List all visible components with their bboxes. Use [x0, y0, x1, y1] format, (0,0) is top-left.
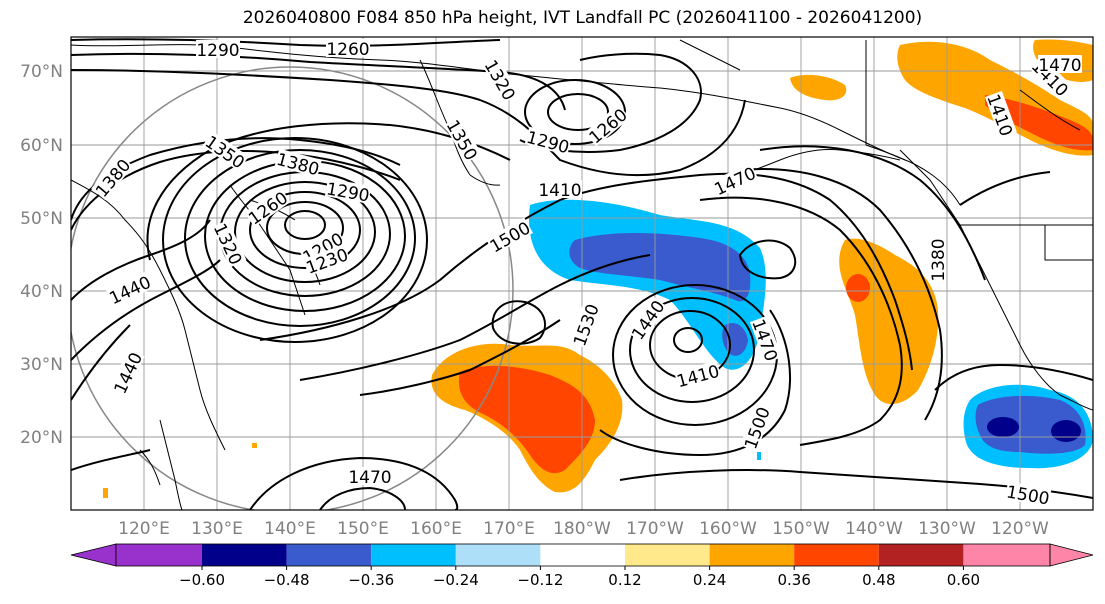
colorbar-bin: [709, 544, 795, 566]
positive-anomaly-core: [458, 365, 595, 474]
latitude-labels: 70°N 60°N 50°N 40°N 30°N 20°N: [20, 62, 63, 448]
contour-label-bg: [485, 217, 534, 255]
contour-label-bg: [244, 187, 291, 228]
graticule: [71, 37, 1093, 510]
contour-label-bg: [302, 244, 351, 277]
latitude-label: 60°N: [20, 136, 63, 156]
contour-label-bg: [109, 348, 145, 397]
colorbar-bin: [202, 544, 287, 566]
colorbar-tick-label: 0.60: [947, 571, 980, 589]
colorbar-tick-label: −0.60: [179, 571, 225, 589]
contour-label-bg: [348, 467, 392, 485]
contour-label: 1260: [326, 40, 369, 60]
contour-label-bg: [674, 360, 722, 390]
colorbar-tick-label: −0.12: [517, 571, 563, 589]
colorbar-extend-high: [1049, 543, 1094, 567]
colorbar-bin: [455, 544, 541, 566]
negative-anomaly-core: [569, 233, 751, 302]
contour-label-bg: [202, 131, 249, 172]
longitude-label: 130°W: [918, 519, 976, 539]
latitude-label: 40°N: [20, 282, 63, 302]
longitude-label: 160°W: [699, 519, 757, 539]
longitude-label: 170°W: [626, 519, 684, 539]
contour-label-bg: [1004, 481, 1052, 507]
contour-label: 1290: [196, 41, 239, 61]
colorbar: −0.60 −0.48 −0.36 −0.24 −0.12 0.12 0.24 0.36 0.4…: [70, 543, 1094, 589]
colorbar-bin: [878, 544, 964, 566]
contour-label-bg: [569, 300, 602, 349]
latitude-label: 30°N: [20, 355, 63, 375]
contour-label: 1470: [348, 468, 391, 488]
longitude-label: 180°W: [553, 519, 611, 539]
map-frame: [70, 36, 1094, 511]
contour-label-bg: [524, 126, 572, 156]
colorbar-tick-label: 0.48: [862, 571, 895, 589]
colorbar-tick-label: 0.36: [777, 571, 810, 589]
colorbar-bin: [963, 544, 1050, 566]
longitude-label: 120°E: [118, 519, 170, 539]
longitude-labels: 120°E 130°E 140°E 150°E 160°E 170°E 180°W 170°W…: [118, 519, 1049, 539]
colorbar-frame: [115, 543, 1051, 567]
colorbar-bin: [286, 544, 372, 566]
latitude-label: 70°N: [20, 62, 63, 82]
contour-label-bg: [710, 162, 759, 198]
longitude-label: 130°E: [191, 519, 243, 539]
map-title: 2026040800 F084 850 hPa height, IVT Land…: [242, 8, 923, 28]
colorbar-tick-label: 0.24: [693, 571, 726, 589]
contour-label-bg: [627, 296, 668, 343]
contour-label-bg: [274, 148, 322, 178]
longitude-label: 150°E: [337, 519, 389, 539]
colorbar-bin: [116, 544, 202, 566]
contour-label-bg: [928, 238, 946, 282]
contour-label-bg: [326, 39, 370, 57]
contour-label-bg: [91, 154, 134, 200]
colorbar-bin: [794, 544, 879, 566]
contour-label-bg: [324, 178, 372, 204]
contour-label-bg: [584, 104, 630, 147]
latitude-label: 50°N: [20, 209, 63, 229]
contour-label-bg: [749, 315, 782, 364]
range-circle: [71, 66, 514, 510]
longitude-label: 120°W: [991, 519, 1049, 539]
longitude-label: 140°W: [845, 519, 903, 539]
contour-label-bg: [538, 180, 582, 198]
colorbar-tick-label: 0.12: [608, 571, 641, 589]
longitude-label: 150°W: [772, 519, 830, 539]
contour-label-bg: [444, 115, 482, 164]
contour-label-bg: [740, 403, 773, 452]
contour-label-bg: [211, 219, 247, 268]
colorbar-tick-label: −0.36: [348, 571, 394, 589]
colorbar-tick-label: −0.24: [433, 571, 479, 589]
colorbar-bin: [625, 544, 710, 566]
contour-label: 1410: [538, 181, 581, 201]
contour-label: 1470: [1038, 56, 1081, 76]
colorbar-bin: [540, 544, 625, 566]
contour-label-bg: [984, 90, 1017, 139]
contour-label: 1380: [929, 238, 949, 281]
contour-label-bg: [105, 271, 154, 307]
longitude-label: 160°E: [410, 519, 462, 539]
colorbar-tick-label: −0.48: [264, 571, 310, 589]
colorbar-extend-low: [70, 543, 117, 567]
longitude-label: 140°E: [264, 519, 316, 539]
contour-label-bg: [482, 55, 520, 104]
latitude-label: 20°N: [20, 428, 63, 448]
contour-label-bg: [1038, 55, 1082, 73]
colorbar-bin: [371, 544, 456, 566]
contour-label-bg: [196, 40, 240, 58]
longitude-label: 170°E: [483, 519, 535, 539]
